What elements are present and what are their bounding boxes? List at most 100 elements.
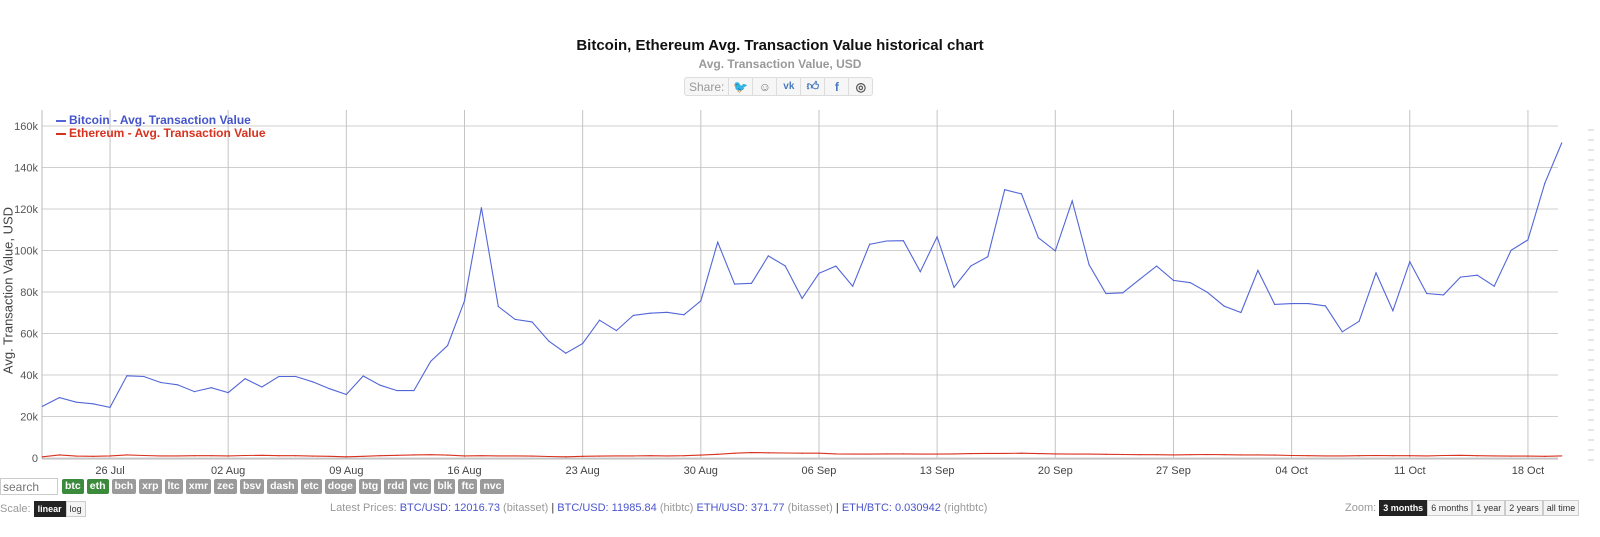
data-point-bitcoin — [1561, 142, 1563, 144]
data-point-bitcoin — [345, 393, 347, 396]
zoom-2-years-button[interactable]: 2 years — [1505, 500, 1543, 516]
price-pair[interactable]: ETH/USD: 371.77 — [696, 502, 785, 514]
data-point-bitcoin — [970, 265, 972, 267]
data-point-ethereum — [1544, 455, 1546, 457]
coin-button-xmr[interactable]: xmr — [185, 479, 212, 494]
data-point-ethereum — [767, 452, 769, 454]
coin-button-doge[interactable]: doge — [324, 479, 356, 494]
coin-button-btg[interactable]: btg — [358, 479, 382, 494]
data-point-bitcoin — [311, 381, 314, 383]
share-bar: Share: 🐦 ☺ vk 👍︎ f ◎ — [684, 77, 874, 96]
zoom-6-months-button[interactable]: 6 months — [1427, 500, 1473, 516]
x-tick-label: 06 Sep — [802, 465, 837, 477]
data-point-bitcoin — [1291, 303, 1293, 305]
data-point-ethereum — [278, 455, 280, 457]
data-point-ethereum — [1527, 455, 1529, 457]
coin-button-zec[interactable]: zec — [214, 479, 237, 494]
data-point-ethereum — [784, 452, 786, 454]
coin-button-nvc[interactable]: nvc — [480, 479, 505, 494]
price-source: (rightbtc) — [943, 502, 988, 514]
data-point-ethereum — [632, 455, 634, 457]
price-pair[interactable]: BTC/USD: 11985.84 — [557, 502, 657, 514]
legend-item-ethereum[interactable]: Ethereum - Avg. Transaction Value — [56, 127, 266, 140]
data-point-ethereum — [987, 452, 989, 455]
coin-button-dash[interactable]: dash — [267, 479, 298, 494]
coin-button-etc[interactable]: etc — [300, 479, 322, 494]
vk-icon[interactable]: vk — [777, 78, 802, 95]
data-point-bitcoin — [936, 236, 938, 238]
data-point-ethereum — [1341, 455, 1343, 457]
coin-button-ltc[interactable]: ltc — [164, 479, 183, 494]
zoom-3-months-button[interactable]: 3 months — [1379, 500, 1428, 516]
legend: Bitcoin - Avg. Transaction Value Ethereu… — [56, 114, 266, 140]
data-point-ethereum — [1409, 455, 1411, 457]
x-tick-label: 27 Sep — [1156, 465, 1191, 477]
data-point-bitcoin — [582, 342, 584, 345]
price-separator: | — [835, 502, 839, 514]
price-source: (hitbtc) — [659, 502, 694, 514]
data-point-ethereum — [615, 455, 618, 457]
data-point-bitcoin — [1324, 305, 1326, 307]
data-point-ethereum — [902, 453, 904, 455]
data-point-bitcoin — [1409, 261, 1411, 263]
data-point-bitcoin — [1307, 303, 1310, 305]
data-point-bitcoin — [666, 311, 668, 313]
data-point-bitcoin — [615, 329, 618, 332]
data-point-bitcoin — [531, 321, 533, 323]
price-pair[interactable]: ETH/BTC: 0.030942 — [841, 502, 941, 514]
data-point-bitcoin — [92, 403, 94, 405]
data-point-bitcoin — [902, 240, 904, 242]
data-point-bitcoin — [1493, 285, 1495, 287]
data-point-bitcoin — [632, 314, 634, 317]
coin-button-bch[interactable]: bch — [111, 479, 137, 494]
data-point-bitcoin — [1257, 269, 1259, 272]
data-point-bitcoin — [1392, 310, 1394, 312]
data-point-bitcoin — [1004, 189, 1006, 191]
like-icon[interactable]: 👍︎ — [801, 78, 826, 95]
data-point-ethereum — [1358, 455, 1360, 457]
coin-button-xrp[interactable]: xrp — [139, 479, 162, 494]
data-point-ethereum — [885, 453, 888, 455]
data-point-bitcoin — [193, 391, 196, 393]
data-point-bitcoin — [818, 272, 820, 274]
data-point-bitcoin — [210, 387, 212, 389]
twitter-icon[interactable]: 🐦 — [729, 78, 754, 95]
coin-button-eth[interactable]: eth — [86, 479, 109, 494]
coin-button-btc[interactable]: btc — [62, 479, 84, 494]
coin-button-rdd[interactable]: rdd — [384, 479, 408, 494]
reddit-icon[interactable]: ☺ — [753, 78, 778, 95]
zoom-all-time-button[interactable]: all time — [1542, 500, 1580, 516]
data-point-bitcoin — [463, 300, 466, 302]
legend-item-bitcoin[interactable]: Bitcoin - Avg. Transaction Value — [56, 114, 266, 127]
data-point-bitcoin — [784, 265, 786, 267]
zoom-1-year-button[interactable]: 1 year — [1472, 500, 1506, 516]
data-point-ethereum — [1122, 453, 1124, 456]
search-input[interactable] — [0, 478, 58, 495]
data-point-bitcoin — [176, 384, 179, 386]
data-point-bitcoin — [649, 312, 651, 314]
data-point-bitcoin — [362, 375, 364, 377]
coin-button-bsv[interactable]: bsv — [239, 479, 265, 494]
scale-linear-button[interactable]: linear — [33, 501, 66, 517]
x-tick-label: 09 Aug — [329, 465, 363, 477]
series-line-bitcoin — [42, 142, 1563, 409]
data-point-ethereum — [345, 456, 347, 458]
data-point-ethereum — [582, 455, 584, 457]
data-point-bitcoin — [396, 389, 398, 392]
coin-button-vtc[interactable]: vtc — [410, 479, 432, 494]
data-point-ethereum — [1392, 455, 1394, 457]
data-point-bitcoin — [987, 256, 989, 258]
data-point-bitcoin — [1544, 182, 1546, 184]
facebook-icon[interactable]: f — [825, 78, 850, 95]
y-tick-label: 160k — [14, 121, 38, 133]
price-pair[interactable]: BTC/USD: 12016.73 — [399, 502, 500, 514]
data-point-bitcoin — [295, 375, 297, 378]
weibo-icon[interactable]: ◎ — [855, 79, 867, 94]
latest-prices: Latest Prices: BTC/USD: 12016.73 (bitass… — [330, 502, 987, 514]
data-point-bitcoin — [41, 405, 44, 407]
data-point-ethereum — [1375, 454, 1377, 457]
coin-button-blk[interactable]: blk — [434, 479, 456, 494]
coin-button-ftc[interactable]: ftc — [458, 479, 478, 494]
data-point-bitcoin — [1223, 305, 1225, 307]
scale-log-button[interactable]: log — [65, 501, 86, 517]
